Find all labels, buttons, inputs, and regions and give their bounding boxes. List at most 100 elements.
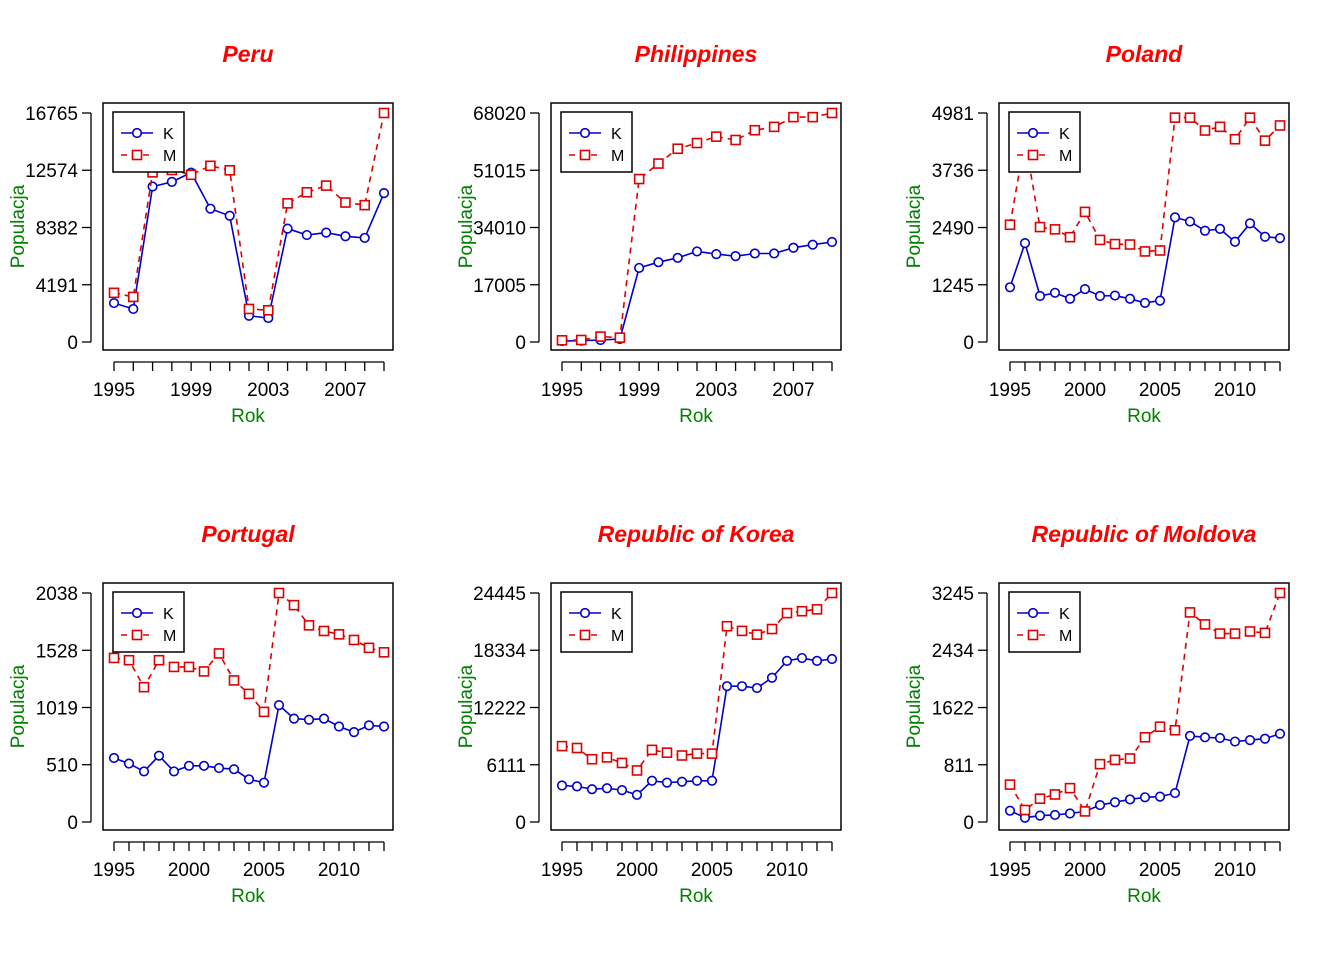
data-point-K (1064, 808, 1076, 819)
data-point-M (676, 750, 688, 761)
data-point-K (1064, 293, 1076, 304)
data-point-M (556, 740, 568, 752)
data-point-M (1064, 231, 1076, 243)
legend-marker-M (579, 629, 591, 641)
data-point-K (1154, 295, 1166, 306)
y-tick-label: 510 (46, 756, 78, 777)
data-point-K (811, 655, 823, 666)
y-tick-label: 1245 (932, 276, 974, 297)
data-point-M (228, 675, 240, 686)
data-point-K (198, 760, 210, 771)
data-point-K (1124, 293, 1136, 304)
data-point-M (796, 605, 808, 617)
data-point-M (1199, 619, 1211, 630)
data-point-K (749, 248, 760, 259)
data-point-M (1154, 245, 1166, 256)
x-tick-label: 2010 (1214, 380, 1256, 401)
legend-label-K: K (1059, 606, 1070, 623)
data-point-M (1154, 721, 1166, 733)
plot-frame (102, 102, 394, 351)
legend-label-M: M (1059, 148, 1072, 165)
data-point-M (1214, 628, 1226, 639)
data-point-M (258, 706, 270, 718)
data-point-K (243, 774, 255, 785)
data-point-K (1109, 290, 1121, 301)
legend-label-M: M (611, 628, 624, 645)
x-tick-label: 2005 (1139, 860, 1181, 881)
data-point-M (205, 160, 216, 172)
data-point-M (595, 331, 606, 342)
y-tick-label: 51015 (473, 161, 526, 182)
y-tick-label: 2038 (36, 584, 78, 605)
x-tick-label: 2003 (695, 380, 737, 401)
data-point-K (601, 783, 613, 794)
series-line-K (113, 703, 385, 784)
legend-label-K: K (163, 126, 174, 143)
data-point-K (108, 752, 120, 764)
y-tick-label: 3245 (932, 584, 974, 605)
data-point-K (721, 681, 733, 692)
y-tick-label: 6111 (487, 756, 526, 777)
chart-panel: Poland 0 1245 2490 3736 4981 1995 2000 2005 2010 R… (904, 41, 1290, 427)
data-point-M (1274, 587, 1286, 599)
data-point-K (1124, 794, 1136, 805)
data-point-M (378, 647, 390, 658)
data-point-K (766, 672, 778, 683)
data-point-K (378, 721, 390, 732)
data-point-K (1169, 212, 1181, 223)
data-point-K (1259, 231, 1271, 242)
x-tick-label: 1995 (541, 380, 583, 401)
data-point-K (1004, 282, 1016, 293)
data-point-M (185, 169, 197, 181)
legend-box (560, 591, 633, 653)
data-point-K (706, 775, 718, 786)
data-point-K (1094, 290, 1106, 302)
plot-frame (550, 102, 842, 351)
data-point-K (1199, 225, 1211, 236)
data-point-M (1079, 206, 1091, 218)
legend: KM (560, 111, 633, 173)
data-point-M (282, 198, 293, 209)
data-point-M (1199, 125, 1211, 136)
data-point-M (631, 765, 643, 776)
chart-panel: Republic of Moldova 0 811 1622 2434 3245 1995 2… (904, 521, 1290, 907)
legend-label-K: K (163, 606, 174, 623)
y-tick-label: 12574 (25, 161, 78, 182)
data-point-M (691, 748, 703, 759)
chart-title: Republic of Korea (598, 521, 795, 547)
data-point-M (768, 121, 780, 133)
plot-frame (550, 582, 842, 831)
data-point-K (1244, 218, 1256, 229)
data-point-M (691, 137, 703, 149)
data-point-M (751, 629, 763, 640)
chart-panel: Philippines 0 17005 34010 51015 68020 1995 1999… (456, 41, 842, 427)
data-point-K (730, 251, 741, 262)
data-point-M (262, 305, 274, 316)
data-point-K (781, 655, 793, 666)
legend-marker-K (131, 127, 143, 139)
data-point-M (749, 124, 761, 136)
legend: KM (112, 591, 185, 653)
x-tick-label: 2000 (616, 860, 658, 881)
y-tick-label: 0 (67, 333, 78, 354)
data-point-K (273, 700, 285, 711)
legend: KM (1008, 591, 1081, 653)
y-tick-label: 1622 (932, 699, 974, 720)
y-tick-label: 16765 (25, 104, 78, 125)
y-tick-label: 24445 (473, 584, 526, 605)
data-point-M (1019, 804, 1031, 816)
data-point-M (108, 652, 120, 664)
y-tick-label: 34010 (473, 219, 526, 240)
data-point-K (183, 760, 195, 771)
data-point-K (1274, 232, 1286, 244)
data-point-M (1034, 221, 1046, 233)
data-point-M (646, 744, 658, 756)
data-point-K (318, 713, 330, 724)
y-tick-label: 2490 (932, 219, 974, 240)
data-point-M (826, 587, 838, 599)
x-tick-label: 2010 (1214, 860, 1256, 881)
data-point-K (556, 780, 568, 791)
legend-marker-M (1027, 629, 1039, 641)
x-tick-label: 2005 (691, 860, 733, 881)
y-tick-label: 2434 (932, 641, 975, 662)
